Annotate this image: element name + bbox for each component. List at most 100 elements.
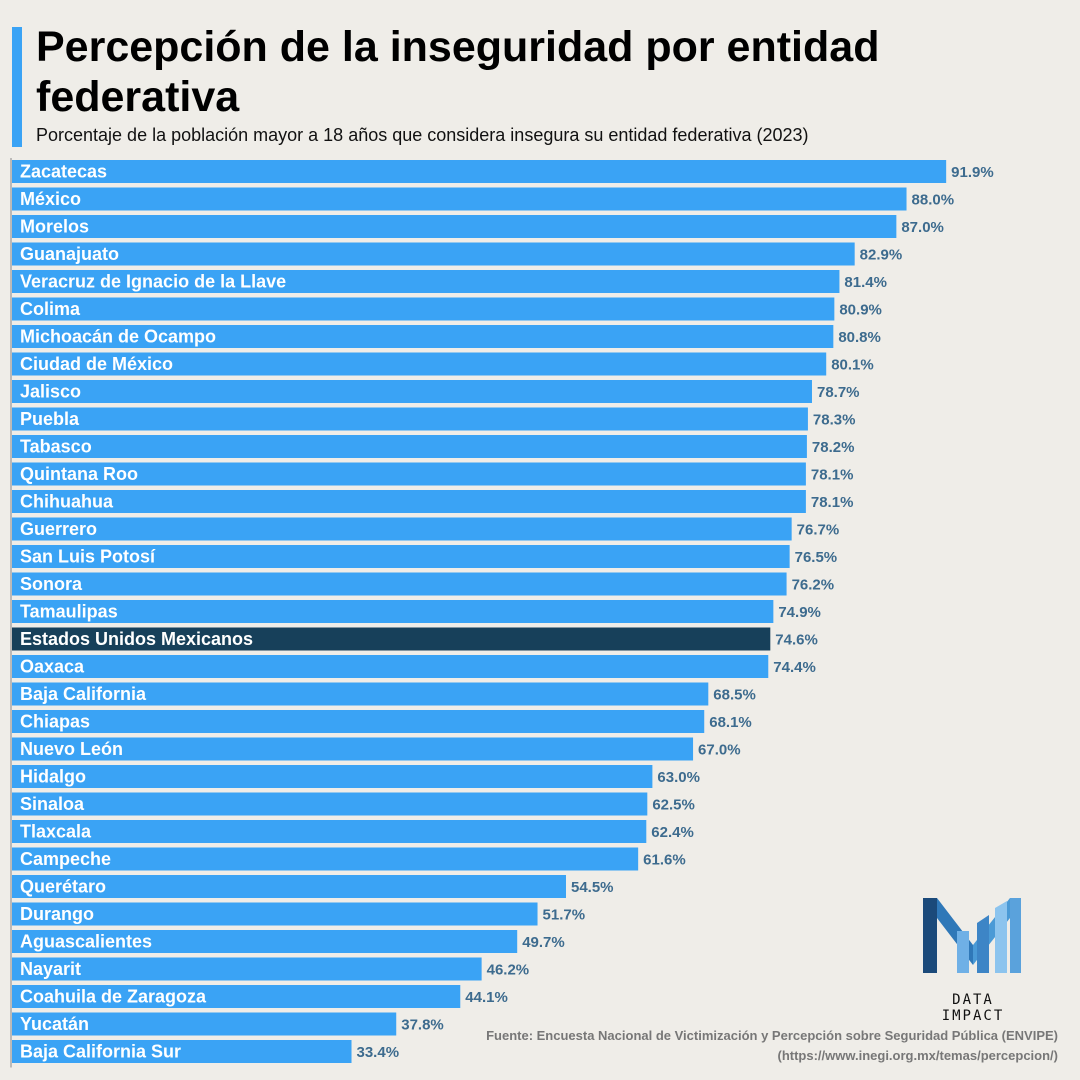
- bar-25: [12, 847, 639, 871]
- value-label-16: 74.9%: [778, 604, 821, 621]
- value-label-27: 51.7%: [543, 907, 586, 924]
- bar-14: [12, 545, 790, 568]
- value-label-9: 78.3%: [813, 412, 856, 429]
- bar-0: [12, 160, 947, 183]
- bar-23: [12, 792, 648, 816]
- chart-subtitle: Porcentaje de la población mayor a 18 añ…: [36, 125, 809, 145]
- category-label-6: Michoacán de Ocampo: [20, 327, 216, 347]
- category-label-12: Chihuahua: [20, 492, 114, 512]
- category-label-8: Jalisco: [20, 382, 81, 402]
- bar-10: [12, 435, 807, 458]
- bar-1: [12, 187, 907, 211]
- bar-15: [12, 572, 787, 596]
- value-label-21: 67.0%: [698, 742, 741, 759]
- category-label-0: Zacatecas: [20, 162, 107, 182]
- bar-18: [12, 655, 769, 678]
- value-label-29: 46.2%: [487, 962, 530, 979]
- bar-17: [12, 627, 771, 651]
- value-label-3: 82.9%: [860, 247, 903, 264]
- value-label-31: 37.8%: [401, 1017, 444, 1034]
- value-label-10: 78.2%: [812, 439, 855, 456]
- chart-title: Percepción de la inseguridad por entidad…: [36, 23, 880, 121]
- bar-6: [12, 325, 834, 348]
- category-label-2: Morelos: [20, 217, 89, 237]
- category-label-25: Campeche: [20, 849, 111, 869]
- category-label-9: Puebla: [20, 409, 80, 429]
- category-label-22: Hidalgo: [20, 767, 86, 787]
- bar-19: [12, 682, 709, 706]
- value-label-5: 80.9%: [839, 302, 882, 319]
- bar-24: [12, 820, 647, 843]
- bar-21: [12, 737, 694, 761]
- value-label-30: 44.1%: [465, 989, 508, 1006]
- category-label-30: Coahuila de Zaragoza: [20, 987, 207, 1007]
- value-label-28: 49.7%: [522, 934, 565, 951]
- bar-22: [12, 765, 653, 788]
- value-label-17: 74.6%: [775, 632, 818, 649]
- source-line-1: Fuente: Encuesta Nacional de Victimizaci…: [486, 1028, 1058, 1043]
- category-label-24: Tlaxcala: [20, 822, 92, 842]
- value-label-18: 74.4%: [773, 659, 816, 676]
- source-line-2: (https://www.inegi.org.mx/temas/percepci…: [777, 1048, 1058, 1063]
- bar-20: [12, 710, 705, 733]
- title-accent-bar: [12, 27, 22, 147]
- value-label-32: 33.4%: [357, 1044, 400, 1061]
- category-label-13: Guerrero: [20, 519, 97, 539]
- bar-32: [12, 1040, 352, 1063]
- value-label-11: 78.1%: [811, 467, 854, 484]
- bar-28: [12, 930, 518, 953]
- category-label-16: Tamaulipas: [20, 602, 118, 622]
- value-label-6: 80.8%: [838, 329, 881, 346]
- bar-27: [12, 902, 538, 926]
- bar-31: [12, 1012, 397, 1036]
- category-label-31: Yucatán: [20, 1014, 89, 1034]
- value-label-19: 68.5%: [713, 687, 756, 704]
- bar-16: [12, 600, 774, 623]
- value-label-0: 91.9%: [951, 164, 994, 181]
- brand-name: DATA IMPACT: [941, 992, 1005, 1024]
- category-label-32: Baja California Sur: [20, 1042, 181, 1062]
- bar-3: [12, 242, 855, 266]
- value-label-15: 76.2%: [792, 577, 835, 594]
- bar-4: [12, 270, 840, 293]
- category-label-23: Sinaloa: [20, 794, 85, 814]
- value-label-2: 87.0%: [901, 219, 944, 236]
- bar-11: [12, 462, 806, 486]
- value-label-4: 81.4%: [844, 274, 887, 291]
- source-note: Fuente: Encuesta Nacional de Victimizaci…: [486, 1026, 1058, 1066]
- bar-26: [12, 875, 566, 898]
- category-label-11: Quintana Roo: [20, 464, 138, 484]
- category-label-14: San Luis Potosí: [20, 547, 156, 567]
- value-label-13: 76.7%: [797, 522, 840, 539]
- value-label-22: 63.0%: [657, 769, 700, 786]
- category-label-28: Aguascalientes: [20, 932, 152, 952]
- category-label-4: Veracruz de Ignacio de la Llave: [20, 272, 286, 292]
- value-label-14: 76.5%: [795, 549, 838, 566]
- value-label-23: 62.5%: [652, 797, 695, 814]
- bar-2: [12, 215, 897, 238]
- bar-29: [12, 957, 482, 981]
- category-label-10: Tabasco: [20, 437, 92, 457]
- bar-13: [12, 517, 792, 541]
- category-label-27: Durango: [20, 904, 94, 924]
- bar-8: [12, 380, 812, 403]
- category-label-21: Nuevo León: [20, 739, 123, 759]
- bar-9: [12, 407, 808, 431]
- data-impact-logo-icon: [923, 898, 1021, 973]
- category-label-7: Ciudad de México: [20, 354, 173, 374]
- value-label-20: 68.1%: [709, 714, 752, 731]
- bar-12: [12, 490, 806, 513]
- value-label-25: 61.6%: [643, 852, 686, 869]
- bar-30: [12, 985, 461, 1008]
- value-label-7: 80.1%: [831, 357, 874, 374]
- bar-5: [12, 297, 835, 321]
- category-label-20: Chiapas: [20, 712, 90, 732]
- value-label-26: 54.5%: [571, 879, 614, 896]
- category-label-26: Querétaro: [20, 877, 106, 897]
- category-label-5: Colima: [20, 299, 81, 319]
- bar-7: [12, 352, 827, 376]
- category-label-29: Nayarit: [20, 959, 81, 979]
- category-label-15: Sonora: [20, 574, 83, 594]
- category-label-17: Estados Unidos Mexicanos: [20, 629, 253, 649]
